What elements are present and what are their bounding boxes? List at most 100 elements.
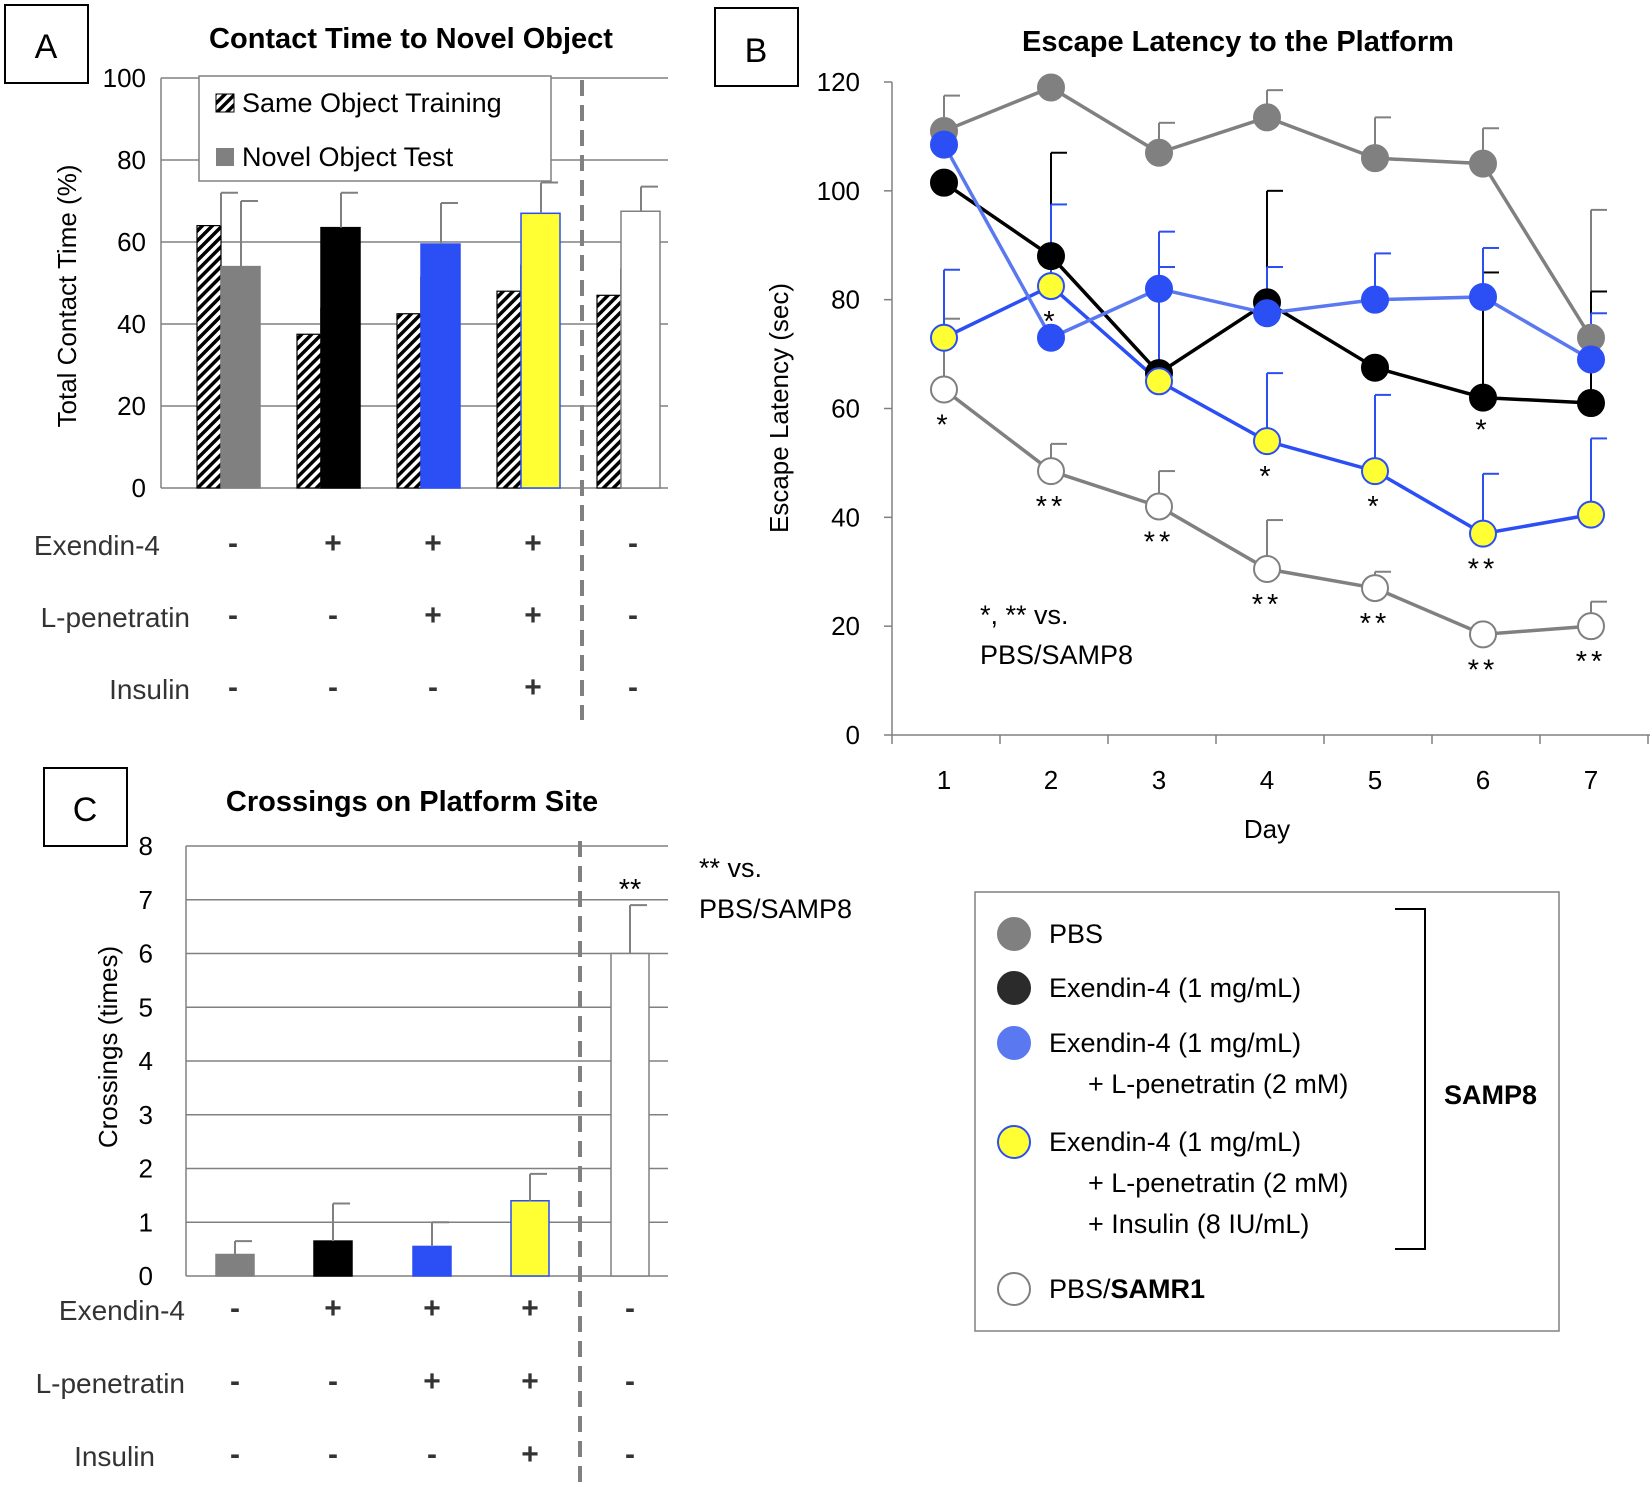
panel-b-sig-ex4_lpen_ins: * xyxy=(1259,461,1274,493)
panel-a-treatment-symbol: + xyxy=(324,527,342,560)
panel-b-sig-ex4_lpen_ins: * xyxy=(1367,491,1382,523)
panel-b-xtick-label: 2 xyxy=(1044,765,1058,795)
panel-b-xtick-label: 3 xyxy=(1152,765,1166,795)
panel-a-title: Contact Time to Novel Object xyxy=(209,23,613,55)
legend-label-pbs: PBS xyxy=(1049,919,1103,949)
panel-c-treatment-symbol: + xyxy=(423,1292,441,1325)
panel-c-bar xyxy=(215,1253,255,1277)
panel-b-letter: B xyxy=(745,32,768,70)
panel-b-point-ex4-lpen-ins xyxy=(930,323,958,352)
panel-b-point-pbs xyxy=(1469,149,1497,178)
panel-b-sig-ex4: * xyxy=(1475,415,1490,447)
panel-a-ytick-label: 40 xyxy=(117,309,146,339)
legend-samr1-bold: SAMR1 xyxy=(1111,1274,1206,1304)
panel-c-treatment-symbol: - xyxy=(328,1438,338,1471)
panel-b-point-ex4-lpen-ins xyxy=(1145,367,1173,396)
panel-a-bar-training xyxy=(296,333,322,489)
panel-c-bars xyxy=(215,904,650,1277)
panel-b-significance: *********** ******** xyxy=(936,306,1602,686)
panel-a-bar-test xyxy=(420,243,461,489)
legend-samr1-prefix: PBS/ xyxy=(1049,1274,1111,1304)
panel-a-treatment-label: Exendin-4 xyxy=(34,530,160,561)
panel-b-letter-box xyxy=(714,7,799,87)
legend-bracket xyxy=(1395,908,1426,1250)
legend-label-ex4_lpen_ins: + L-penetratin (2 mM) xyxy=(1088,1168,1348,1198)
panel-c-ytick-label: 8 xyxy=(139,831,153,861)
panel-a-ytick-label: 80 xyxy=(117,145,146,175)
panel-c-ytick-label: 0 xyxy=(139,1261,153,1291)
panel-a-treatment-symbol: - xyxy=(628,527,638,560)
panel-b: B Escape Latency to the Platform Escape … xyxy=(714,7,1650,844)
series-legend: PBS Exendin-4 (1 mg/mL) Exendin-4 (1 mg/mL… xyxy=(974,891,1560,1332)
panel-a-treatment-label: L-penetratin xyxy=(41,602,190,633)
panel-c-treatment-symbol: - xyxy=(230,1365,240,1398)
panel-b-point-samr1 xyxy=(1469,620,1497,649)
panel-b-point-ex4-lpen xyxy=(930,130,958,159)
panel-c-ytick-label: 2 xyxy=(139,1154,153,1184)
panel-a-treatment-symbol: - xyxy=(328,599,338,632)
panel-a-treatment-symbol: + xyxy=(524,527,542,560)
panel-b-point-ex4-lpen xyxy=(1469,282,1497,311)
panel-c: C Crossings on Platform Site Crossings (… xyxy=(36,767,852,1483)
panel-c-sig: ** xyxy=(619,874,642,906)
panel-b-point-ex4-lpen xyxy=(1361,285,1389,314)
panel-b-sig-pbs_samr1: ** xyxy=(1468,654,1499,686)
panel-c-treatment-symbol: - xyxy=(230,1292,240,1325)
panel-c-treatment-symbol: - xyxy=(328,1365,338,1398)
panel-a-treatment-symbol: + xyxy=(524,671,542,704)
panel-c-treatment-label: L-penetratin xyxy=(36,1368,185,1399)
panel-c-note-line2: PBS/SAMP8 xyxy=(699,894,852,924)
panel-b-ytick-label: 120 xyxy=(817,67,860,97)
panel-c-letter-box xyxy=(43,767,128,847)
panel-a-legend-test: Novel Object Test xyxy=(242,142,454,172)
panel-b-ytick-label: 0 xyxy=(846,720,860,750)
panel-b-ytick-label: 100 xyxy=(817,176,860,206)
panel-b-point-samr1 xyxy=(1361,574,1389,603)
panel-b-point-pbs xyxy=(1361,144,1389,173)
panel-a-treatment-symbol: - xyxy=(228,599,238,632)
panel-a-bar-training xyxy=(196,225,222,489)
panel-a-letter: A xyxy=(35,28,58,66)
panel-a: A Contact Time to Novel Object Total Con… xyxy=(4,4,668,720)
panel-b-point-ex4 xyxy=(1361,353,1389,382)
legend-label-ex4_lpen: Exendin-4 (1 mg/mL) xyxy=(1049,1028,1301,1058)
panel-b-xtick-label: 5 xyxy=(1368,765,1382,795)
panel-b-point-ex4-lpen xyxy=(1253,299,1281,328)
panel-a-bar-training xyxy=(596,294,622,489)
series-legend-entries: PBS Exendin-4 (1 mg/mL) Exendin-4 (1 mg/mL… xyxy=(997,917,1348,1239)
panel-b-sig-pbs_samr1: ** xyxy=(1036,491,1067,523)
panel-a-bar-test xyxy=(320,226,361,489)
panel-b-note-line1: *, ** vs. xyxy=(980,600,1069,630)
panel-a-treatment-symbol: + xyxy=(524,599,542,632)
panel-c-treatment-symbol: - xyxy=(625,1438,635,1471)
panel-c-ylabel: Crossings (times) xyxy=(93,946,123,1148)
panel-a-bar-test xyxy=(620,210,661,489)
panel-b-sig-ex4_lpen_ins: * xyxy=(1043,306,1058,338)
panel-c-ytick-label: 7 xyxy=(139,885,153,915)
panel-b-point-pbs xyxy=(1037,73,1065,102)
panel-b-point-ex4-lpen-ins xyxy=(1469,519,1497,548)
panel-b-axes: 0 20 40 60 80 100 120 1 2 3 4 5 6 7 xyxy=(817,67,1650,795)
panel-c-treatment-symbol: - xyxy=(230,1438,240,1471)
panel-a-treatment-symbol: + xyxy=(424,527,442,560)
panel-b-ytick-label: 20 xyxy=(831,611,860,641)
panel-c-ytick-label: 1 xyxy=(139,1207,153,1237)
panel-c-note-line1: ** vs. xyxy=(699,853,762,883)
legend-label-ex4_lpen: + L-penetratin (2 mM) xyxy=(1088,1069,1348,1099)
panel-a-ylabel: Total Contact Time (%) xyxy=(52,165,82,428)
panel-a-treatment-symbol: - xyxy=(628,671,638,704)
panel-b-xtick-label: 1 xyxy=(937,765,951,795)
panel-a-bar-test xyxy=(220,265,261,489)
legend-marker-ex4 xyxy=(997,971,1031,1005)
legend-marker-ex4_lpen xyxy=(997,1026,1031,1060)
panel-a-bar-training xyxy=(496,290,522,489)
panel-b-note-line2: PBS/SAMP8 xyxy=(980,640,1133,670)
panel-b-sig-ex4_lpen_ins: ** xyxy=(1468,554,1499,586)
legend-label-ex4: Exendin-4 (1 mg/mL) xyxy=(1049,973,1301,1003)
panel-b-point-ex4-lpen-ins xyxy=(1253,427,1281,456)
legend-swatch-hatched xyxy=(215,93,235,113)
panel-c-treatment-table: Exendin-4 - + + + - L-penetratin - - + + - Insulin - -… xyxy=(36,1292,635,1472)
panel-a-y-ticks: 0 20 40 60 80 100 xyxy=(103,63,146,503)
panel-c-letter: C xyxy=(73,791,98,829)
